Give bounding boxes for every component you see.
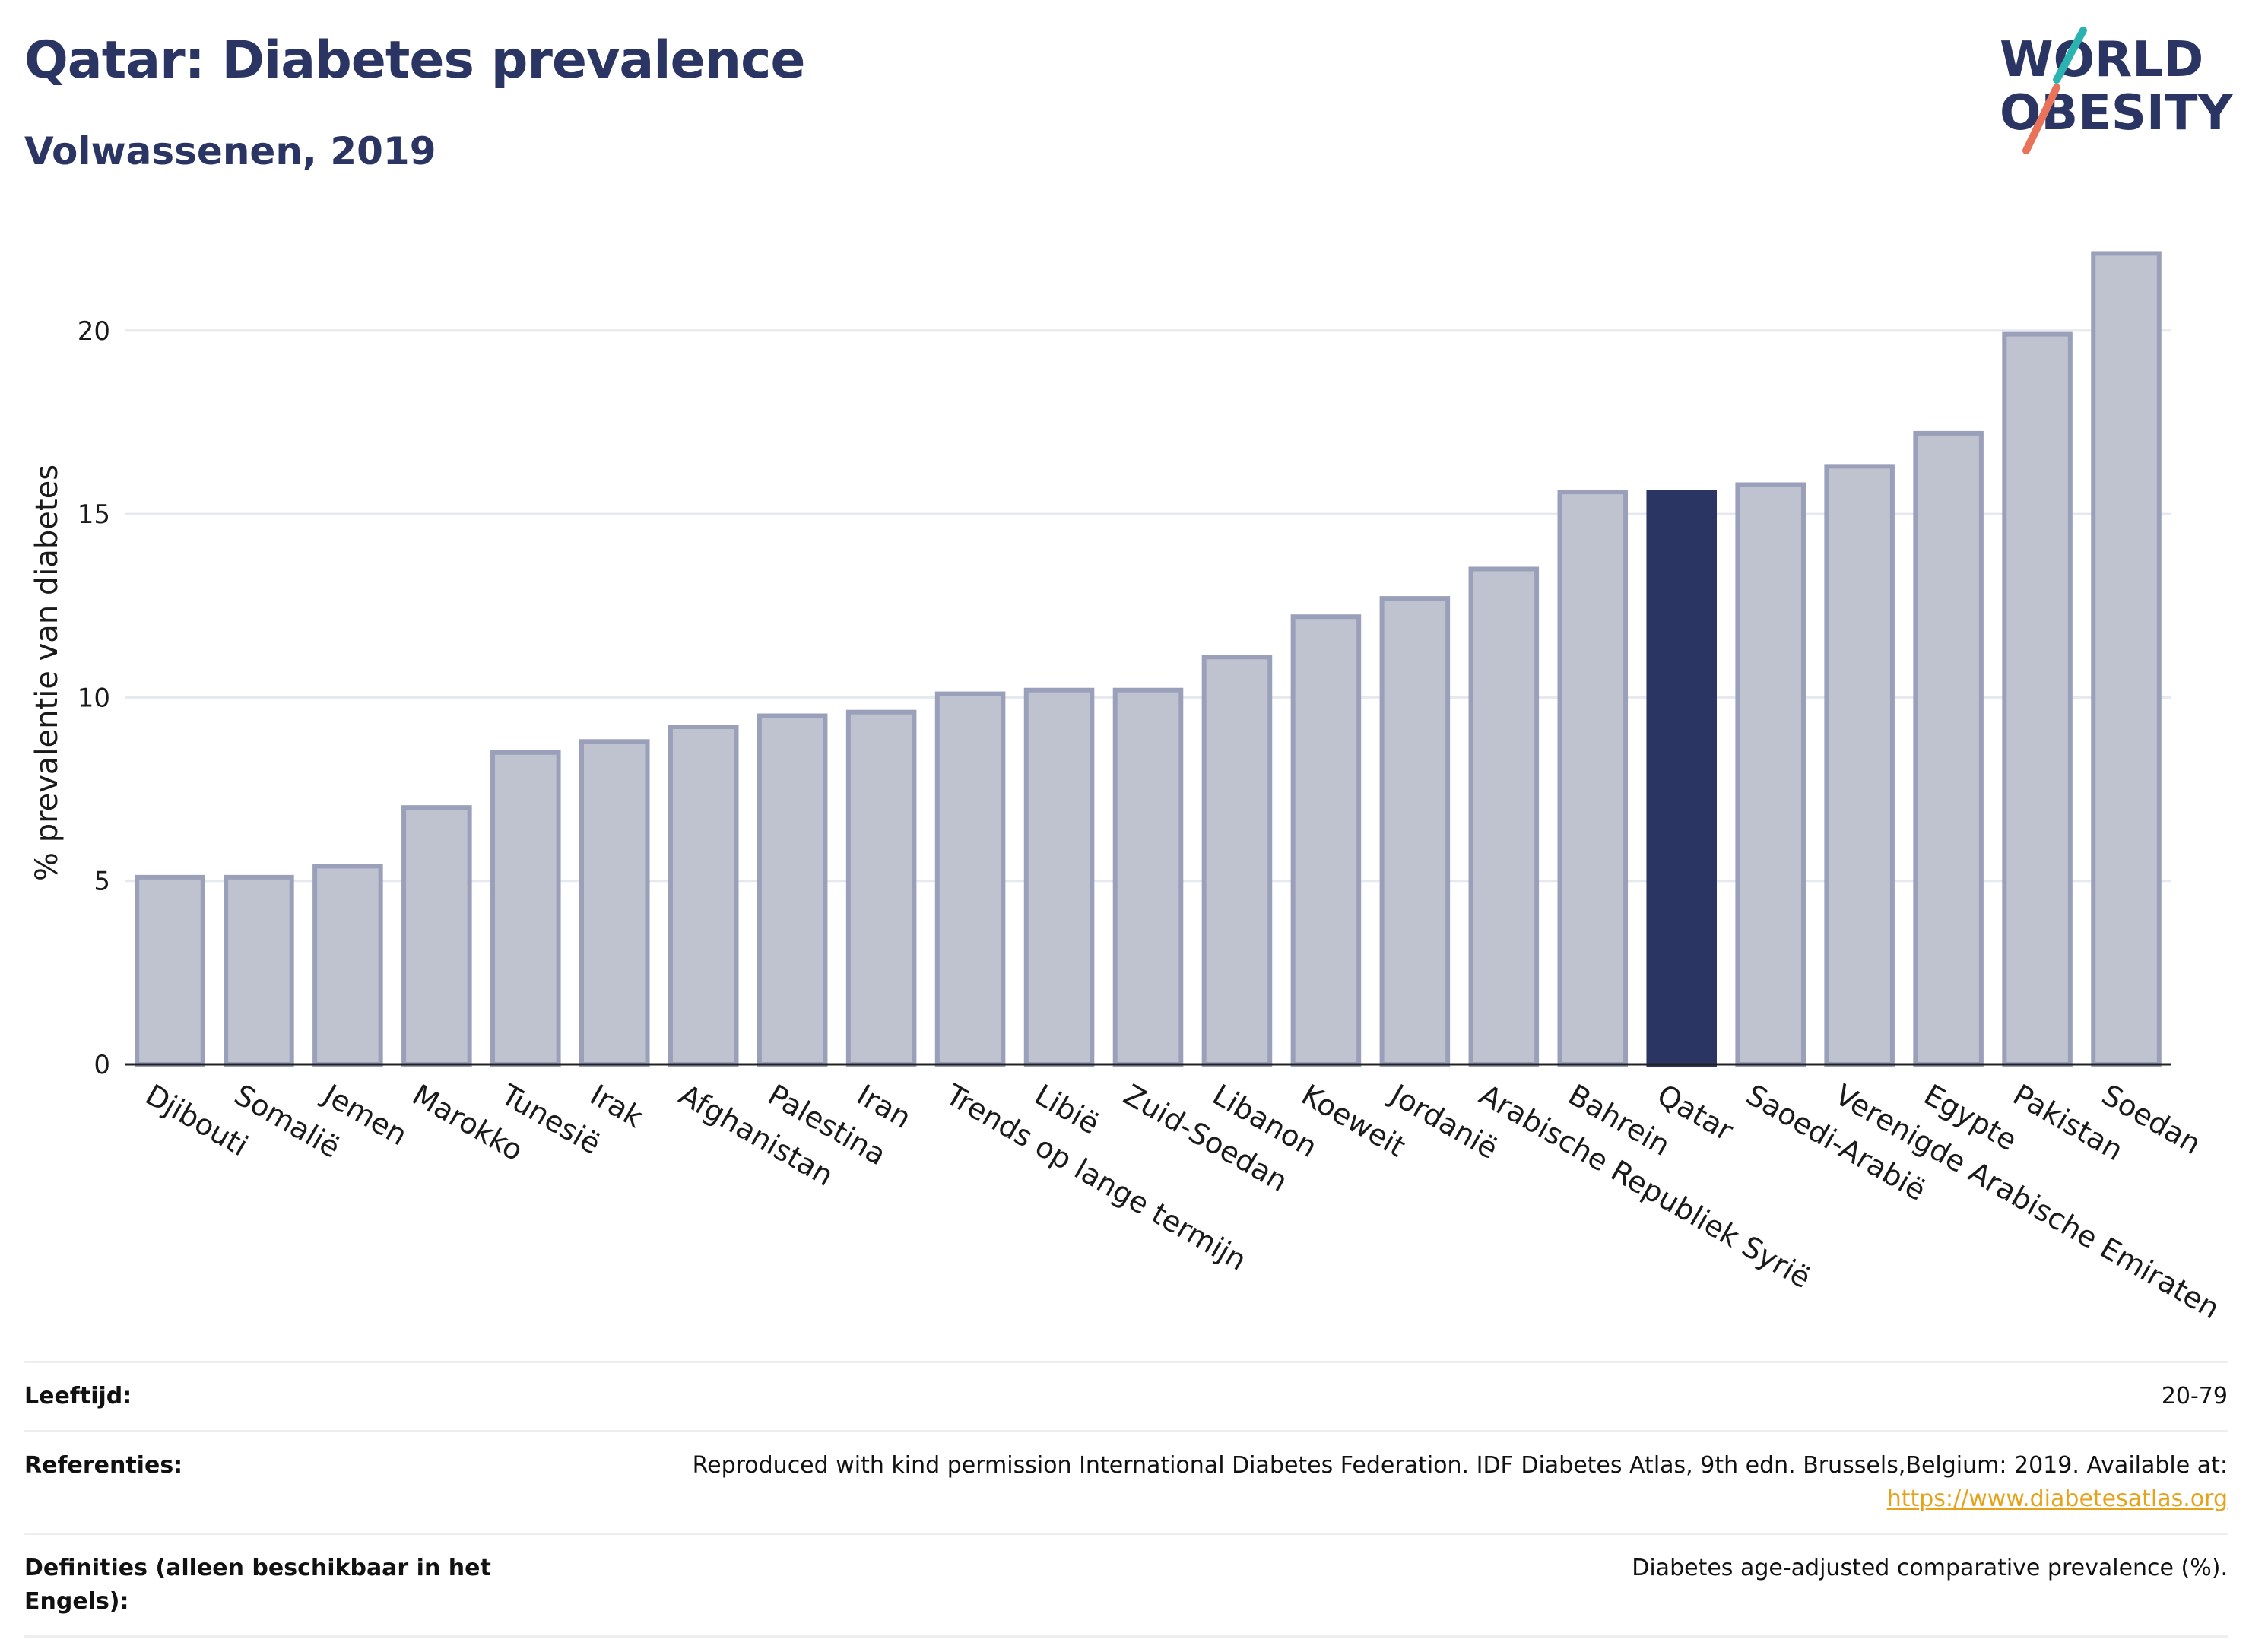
bar-tunesi- xyxy=(490,750,561,1067)
bar-jemen xyxy=(312,864,383,1067)
y-axis-title: % prevalentie van diabetes xyxy=(30,465,65,881)
bar-irak xyxy=(579,739,650,1067)
bar-marokko xyxy=(401,805,472,1067)
age-value: 20-79 xyxy=(2161,1383,2228,1409)
category-label: Djibouti xyxy=(140,1078,254,1163)
footer-row-references: Referenties: Reproduced with kind permis… xyxy=(24,1430,2228,1533)
bar-afghanistan xyxy=(668,725,739,1067)
world-obesity-logo: WORLD OBESITY xyxy=(2000,27,2233,154)
bar-pakistan xyxy=(2002,331,2073,1067)
logo-slash-teal xyxy=(2053,27,2087,84)
footer-row-definitions: Definities (alleen beschikbaar in het En… xyxy=(24,1533,2228,1638)
bar-verenigde-arabische-emiraten xyxy=(1824,464,1895,1067)
y-tick-label: 5 xyxy=(94,867,110,897)
bar-egypte xyxy=(1913,430,1984,1067)
y-tick-label: 10 xyxy=(78,683,110,713)
definitions-value: Diabetes age-adjusted comparative preval… xyxy=(1632,1555,2228,1581)
bar-djibouti xyxy=(135,874,205,1067)
bar-palestina xyxy=(757,713,828,1067)
y-tick-label: 20 xyxy=(78,316,110,347)
bar-soedan xyxy=(2091,251,2162,1067)
y-tick-label: 15 xyxy=(78,499,110,530)
bar-koeweit xyxy=(1290,614,1362,1067)
references-value: Reproduced with kind permission Internat… xyxy=(693,1449,2228,1516)
bar-libanon xyxy=(1201,655,1273,1067)
references-label: Referenties: xyxy=(24,1452,183,1479)
references-text: Reproduced with kind permission Internat… xyxy=(692,1452,2228,1479)
bar-zuid-soedan xyxy=(1112,687,1184,1067)
bar-saoedi-arabi- xyxy=(1735,482,1806,1067)
footer-table: Leeftijd: 20-79 Referenties: Reproduced … xyxy=(24,1361,2228,1638)
bar-arabische-republiek-syri- xyxy=(1468,566,1540,1067)
logo-slash-coral xyxy=(2022,84,2060,154)
bar-qatar xyxy=(1646,490,1718,1067)
y-tick-labels: 0 5 10 15 20 xyxy=(78,316,110,1080)
bar-iran xyxy=(845,709,917,1067)
bar-trends-op-lange-termijn xyxy=(934,691,1006,1067)
bar-jordani- xyxy=(1379,596,1451,1067)
bars xyxy=(135,251,2162,1067)
bar-chart: 0 5 10 15 20 DjiboutiSomaliëJemenMarokkoTune… xyxy=(30,251,2225,1326)
chart-subtitle: Volwassenen, 2019 xyxy=(24,129,436,173)
references-link[interactable]: https://www.diabetesatlas.org xyxy=(1886,1486,2228,1512)
chart-title: Qatar: Diabetes prevalence xyxy=(24,30,806,90)
age-label: Leeftijd: xyxy=(24,1383,132,1409)
bar-bahrein xyxy=(1557,490,1629,1067)
bar-somali- xyxy=(224,874,294,1067)
logo-line1: WORLD xyxy=(2000,32,2203,88)
footer-row-age: Leeftijd: 20-79 xyxy=(24,1361,2228,1430)
definitions-label: Definities (alleen beschikbaar in het En… xyxy=(24,1555,491,1615)
y-tick-label: 0 xyxy=(94,1050,110,1080)
bar-libi- xyxy=(1023,687,1095,1067)
